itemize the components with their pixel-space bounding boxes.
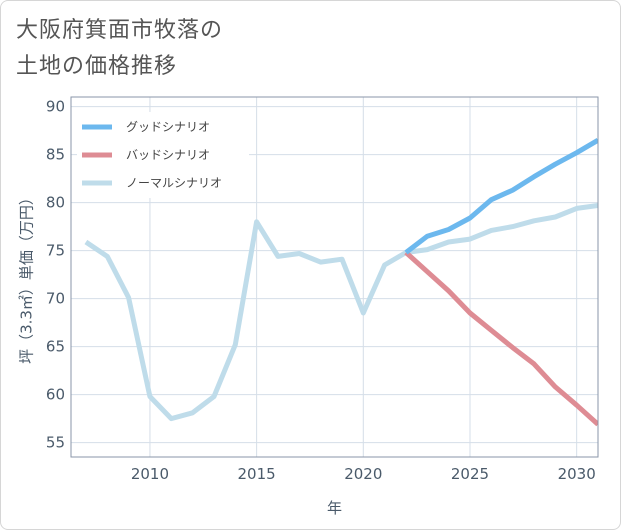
y-tick-label: 85 xyxy=(46,146,65,164)
legend-label: グッドシナリオ xyxy=(126,120,210,134)
series-line-0 xyxy=(404,138,598,255)
x-tick-label: 2030 xyxy=(558,465,596,483)
y-tick-label: 60 xyxy=(46,386,65,404)
y-tick-labels: 55 60 65 70 75 80 85 90 xyxy=(46,98,65,452)
x-axis-title: 年 xyxy=(327,499,342,517)
series-lines xyxy=(84,138,598,427)
y-tick-label: 75 xyxy=(46,242,65,260)
y-tick-label: 90 xyxy=(46,98,65,116)
x-tick-label: 2015 xyxy=(238,465,276,483)
plot-frame xyxy=(70,96,599,458)
title-line-2: 土地の価格推移 xyxy=(16,54,178,79)
y-tick-label: 80 xyxy=(46,194,65,212)
y-axis-title: 坪（3.3㎡）単価（万円） xyxy=(18,190,36,364)
x-tick-label: 2020 xyxy=(344,465,382,483)
y-tick-label: 65 xyxy=(46,338,65,356)
legend-label: バッドシナリオ xyxy=(126,148,210,162)
x-tick-label: 2025 xyxy=(451,465,489,483)
series-line-2 xyxy=(84,203,598,422)
page-title: 大阪府箕面市牧落の 土地の価格推移 xyxy=(16,13,223,85)
x-tick-labels: 2010 2015 2020 2025 2030 xyxy=(131,465,596,483)
series-line-1 xyxy=(404,250,598,427)
title-line-1: 大阪府箕面市牧落の xyxy=(16,18,224,43)
y-tick-label: 70 xyxy=(46,290,65,308)
x-tick-label: 2010 xyxy=(131,465,169,483)
legend-label: ノーマルシナリオ xyxy=(126,176,222,190)
y-tick-label: 55 xyxy=(46,434,65,452)
